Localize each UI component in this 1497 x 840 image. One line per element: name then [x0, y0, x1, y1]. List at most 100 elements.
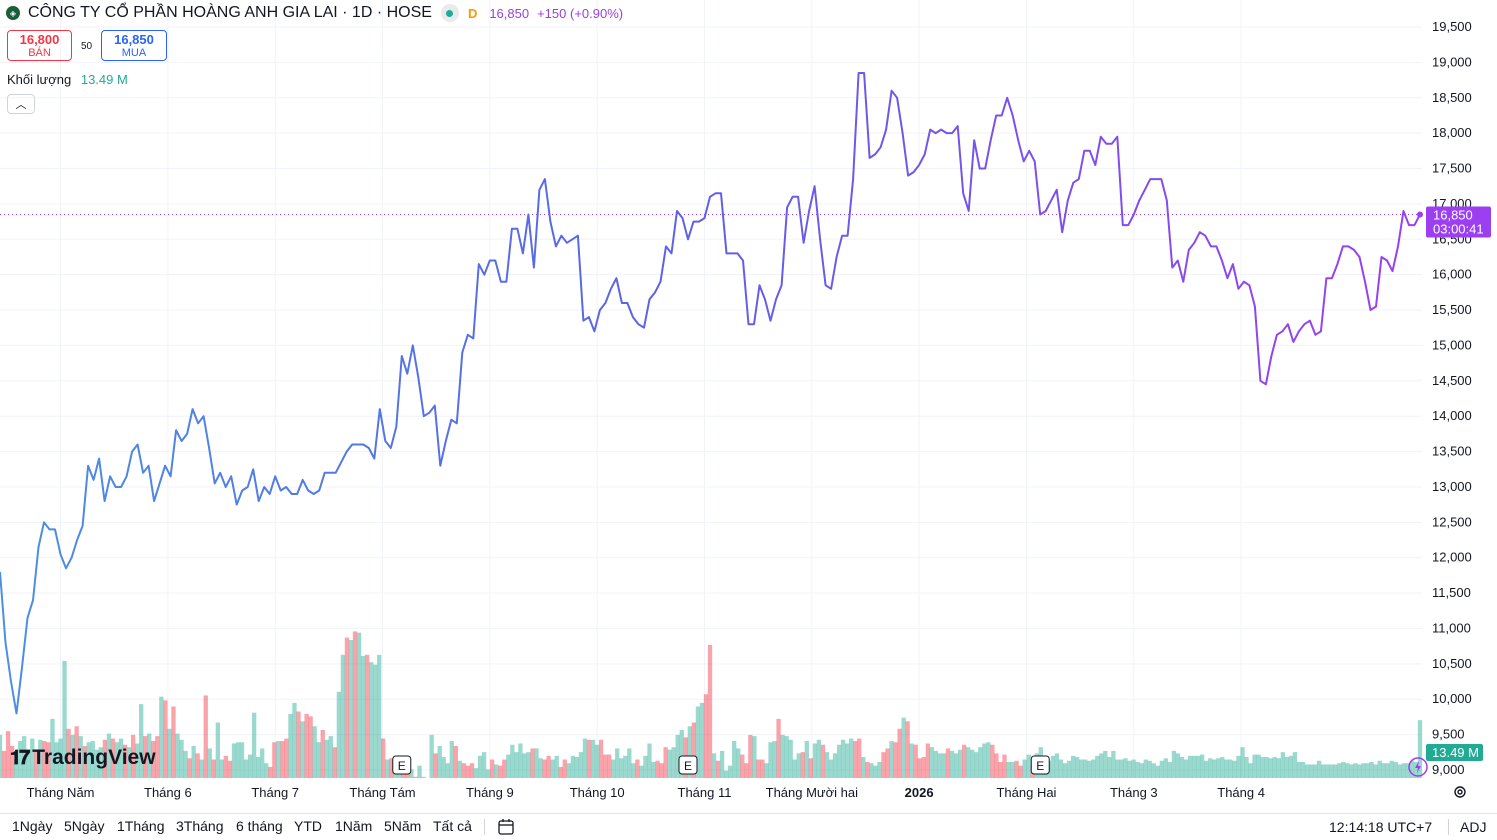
range-5d[interactable]: 5Ngày: [64, 818, 105, 834]
price-tick-label: 10,000: [1432, 691, 1472, 706]
volume-bar: [1187, 755, 1193, 778]
volume-bar: [1349, 764, 1354, 778]
volume-bar: [925, 743, 930, 778]
volume-bar: [986, 742, 991, 778]
volume-bar: [1179, 757, 1185, 778]
price-chart[interactable]: 19,50019,00018,50018,00017,50017,00016,5…: [0, 0, 1497, 813]
volume-bar: [1224, 759, 1229, 778]
volume-bar: [163, 700, 168, 778]
volume-bar: [211, 759, 216, 778]
time-tick-label: Tháng 11: [678, 785, 732, 800]
volume-bar: [538, 758, 543, 778]
volume-bar: [1022, 759, 1027, 778]
volume-bar: [344, 637, 350, 778]
go-to-date-icon[interactable]: [496, 817, 516, 837]
volume-bar: [1409, 760, 1415, 778]
volume-bar: [251, 712, 257, 778]
volume-bar: [756, 759, 761, 778]
volume-bar: [1341, 761, 1346, 778]
symbol-legend[interactable]: ◈ CÔNG TY CỔ PHẦN HOÀNG ANH GIA LAI · 1D…: [6, 4, 623, 22]
adj-toggle[interactable]: ADJ: [1460, 819, 1487, 835]
price-tick-label: 17,500: [1432, 161, 1472, 176]
range-6m[interactable]: 6 tháng: [236, 818, 283, 834]
collapse-legend-button[interactable]: ︿: [7, 94, 35, 114]
volume-bar: [449, 741, 454, 778]
volume-bar: [663, 747, 668, 778]
volume-bar: [574, 757, 580, 778]
earnings-marker[interactable]: E: [392, 755, 412, 775]
volume-bar: [1296, 761, 1302, 778]
earnings-marker[interactable]: E: [678, 755, 698, 775]
range-ytd[interactable]: YTD: [294, 818, 322, 834]
volume-bar: [1018, 765, 1023, 778]
volume-bar: [1353, 763, 1358, 778]
volume-bar: [687, 726, 692, 778]
chart-grid: [0, 0, 1422, 778]
volume-bar: [1131, 759, 1136, 778]
volume-bar: [832, 753, 838, 778]
volume-bar: [316, 742, 321, 778]
volume-bar: [130, 734, 136, 778]
volume-bar: [102, 739, 108, 778]
volume-bar: [546, 755, 551, 778]
volume-bar: [183, 750, 188, 778]
volume-bar: [1369, 761, 1374, 778]
volume-bar: [679, 729, 684, 778]
volume-bar: [615, 748, 620, 778]
range-1y[interactable]: 1Năm: [335, 818, 373, 834]
symbol-title: CÔNG TY CỔ PHẦN HOÀNG ANH GIA LAI · 1D ·…: [28, 4, 432, 21]
volume-bar: [723, 770, 729, 778]
volume-bar: [554, 755, 559, 778]
volume-bar: [377, 654, 382, 778]
volume-bar: [445, 763, 450, 778]
volume-tag: 13.49 M: [1426, 744, 1483, 761]
price-tick-label: 18,500: [1432, 90, 1472, 105]
volume-bar: [1260, 757, 1265, 778]
volume-bar: [1248, 763, 1253, 778]
volume-bar: [272, 742, 277, 778]
clock[interactable]: 12:14:18 UTC+7: [1329, 819, 1433, 835]
buy-price: 16,850: [114, 31, 154, 47]
volume-bar: [800, 752, 805, 778]
range-1m[interactable]: 1Tháng: [117, 818, 165, 834]
volume-bar: [840, 739, 846, 778]
buy-button[interactable]: 16,850 MUA: [101, 30, 167, 61]
volume-bar: [195, 753, 200, 778]
price-tick-label: 14,000: [1432, 408, 1472, 423]
volume-bar: [175, 733, 180, 778]
volume-bar: [453, 745, 459, 778]
lightning-icon[interactable]: [1407, 756, 1429, 778]
volume-bar: [1308, 764, 1314, 778]
volume-bar: [58, 738, 63, 778]
range-all[interactable]: Tất cả: [433, 818, 472, 834]
price-tick-label: 11,000: [1432, 620, 1471, 635]
volume-bar: [853, 741, 858, 778]
market-status-icon[interactable]: [440, 4, 459, 22]
volume-bar: [542, 759, 547, 778]
volume-bar: [207, 748, 212, 778]
volume-legend-label: Khối lượng: [7, 72, 72, 87]
volume-bar: [167, 728, 172, 778]
earnings-marker[interactable]: E: [1030, 755, 1050, 775]
volume-bar: [1236, 755, 1241, 778]
volume-bar: [360, 656, 366, 778]
volume-bar: [699, 702, 705, 778]
sell-button[interactable]: 16,800 BÁN: [7, 30, 72, 61]
range-5y[interactable]: 5Năm: [384, 818, 422, 834]
volume-bar: [949, 750, 955, 778]
volume-bar: [328, 736, 333, 778]
volume-bar: [929, 747, 935, 778]
range-1d[interactable]: 1Ngày: [12, 818, 53, 834]
tradingview-logo[interactable]: 𝟏𝟕 TradingView: [10, 745, 156, 771]
volume-bar: [558, 766, 563, 778]
volume-bar: [288, 713, 293, 778]
volume-bar: [816, 739, 822, 778]
volume-bar: [917, 758, 922, 778]
settings-gear-icon[interactable]: [1452, 784, 1468, 800]
volume-bar: [715, 760, 721, 778]
volume-bar: [126, 747, 132, 778]
volume-legend[interactable]: Khối lượng 13.49 M: [7, 72, 128, 87]
volume-bar: [796, 753, 801, 778]
price-tick-label: 9,500: [1432, 727, 1465, 742]
range-3m[interactable]: 3Tháng: [176, 818, 224, 834]
